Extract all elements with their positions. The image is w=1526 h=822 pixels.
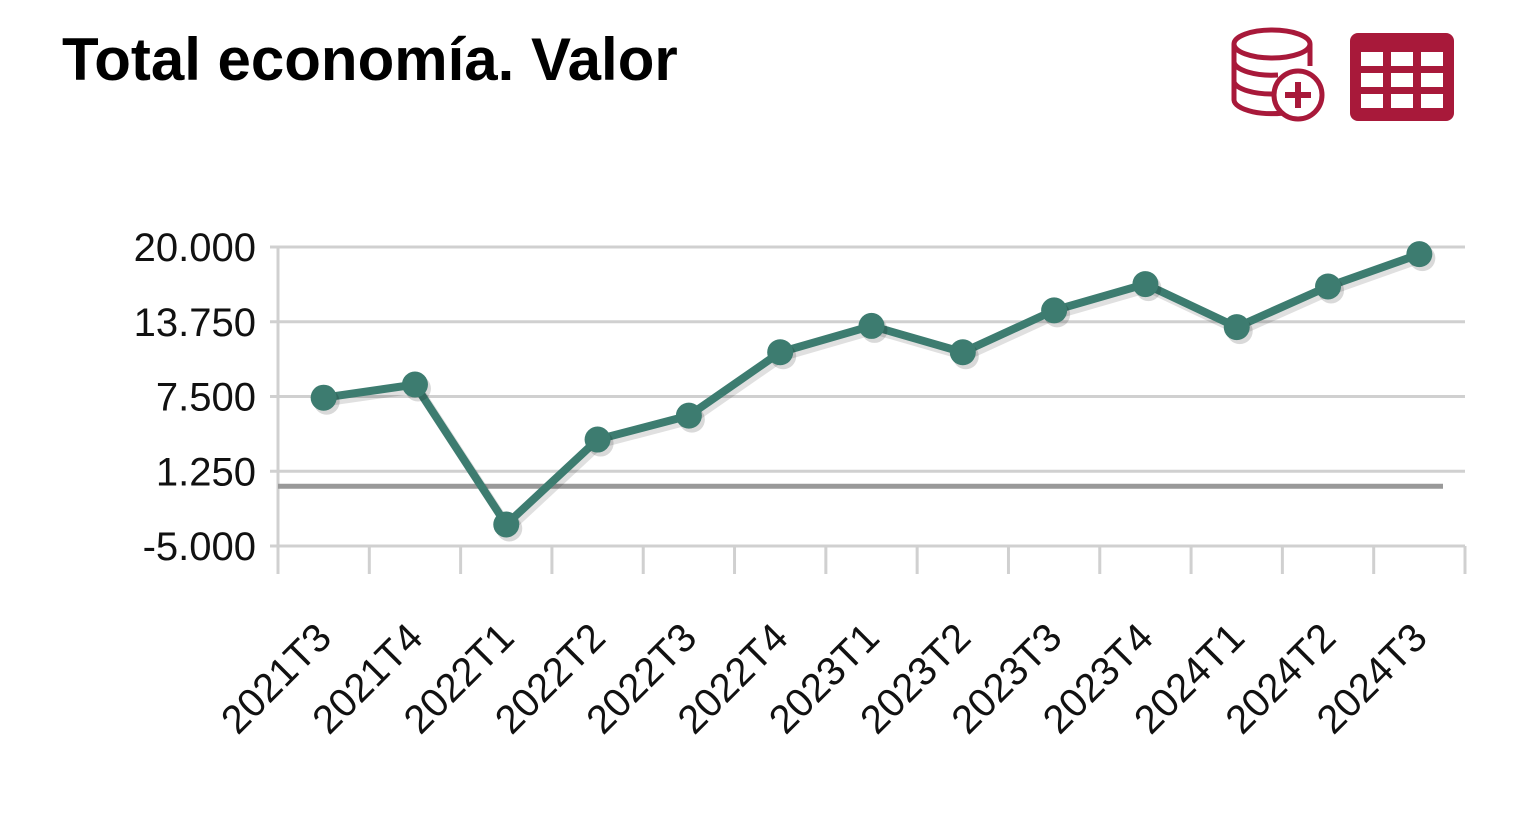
database-icon — [1231, 27, 1313, 61]
add-data-button[interactable] — [1231, 27, 1325, 122]
series — [310, 241, 1436, 542]
y-tick-label: 7.500 — [156, 376, 256, 420]
point — [949, 339, 976, 366]
chart-title: Total economía. Valor — [62, 26, 678, 93]
point — [1406, 241, 1433, 268]
point — [1223, 314, 1250, 341]
point — [401, 371, 428, 398]
y-tick-label: 20.000 — [134, 226, 256, 270]
plus-sign — [1285, 82, 1311, 108]
point — [767, 339, 794, 366]
point — [1132, 271, 1159, 298]
table-cells — [1361, 52, 1443, 108]
point — [1041, 297, 1068, 324]
point — [858, 312, 885, 339]
point — [310, 384, 337, 411]
point — [584, 426, 611, 453]
y-tick-label: 1.250 — [156, 450, 256, 494]
database-icon-body — [1231, 44, 1313, 117]
y-tick-label: -5.000 — [143, 525, 256, 569]
point — [1315, 273, 1342, 300]
point — [493, 511, 520, 538]
point — [675, 402, 702, 429]
y-tick-label: 13.750 — [134, 301, 256, 345]
table-button[interactable] — [1350, 33, 1454, 121]
